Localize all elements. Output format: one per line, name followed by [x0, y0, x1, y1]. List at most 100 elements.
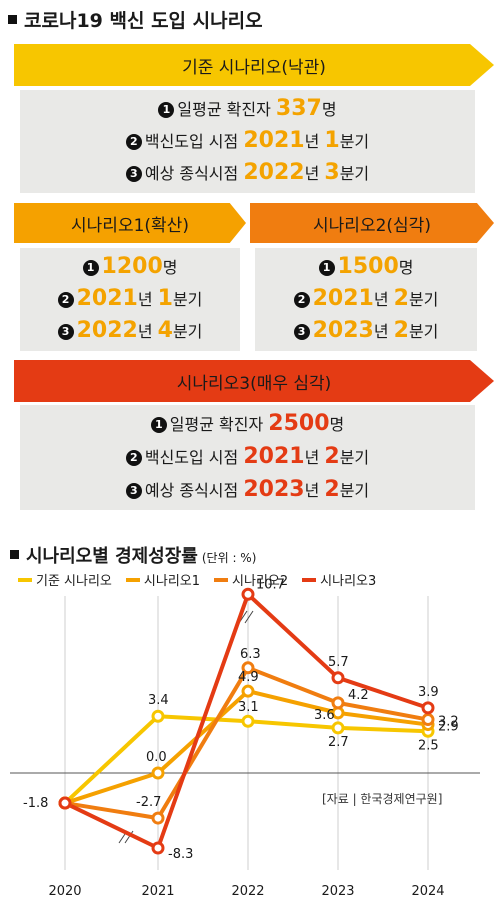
number-1-icon: 1 — [150, 417, 167, 433]
x-tick-label-2023: 2023 — [321, 884, 354, 899]
scenario2-label: 시나리오2(심각) — [313, 215, 431, 236]
value-label-2021: -8.3 — [168, 847, 193, 862]
s1-item-end-time: 3 2022년 4분기 — [20, 318, 240, 343]
daily-cases-value: 2500 — [268, 411, 330, 436]
value-label-2020: -1.8 — [23, 796, 48, 811]
legend-item-s1: 시나리오1 — [125, 570, 200, 589]
value-label-2024: 3.9 — [418, 685, 439, 700]
unit-label: 년 — [373, 322, 394, 341]
unit-label: 분기 — [339, 481, 370, 500]
chart-title: 시나리오별 경제성장률 (단위 : %) — [10, 542, 256, 568]
axis-break-mark — [244, 610, 254, 624]
item-label: 예상 종식시점 — [144, 164, 244, 183]
scenario3-banner: 시나리오3(매우 심각) — [14, 360, 494, 402]
data-point-2-2022 — [241, 661, 255, 675]
number-3-icon: 3 — [125, 483, 142, 499]
value-label-2021: 3.4 — [148, 693, 169, 708]
unit-label: 분기 — [172, 322, 203, 341]
year-value: 2022 — [76, 318, 138, 343]
value-label-2022: 3.1 — [238, 700, 259, 715]
scenario1-label: 시나리오1(확산) — [71, 215, 189, 236]
unit-label: 명 — [162, 258, 178, 277]
year-value: 2023 — [312, 318, 374, 343]
value-label-2024: 3.2 — [438, 715, 459, 730]
x-tick-label-2020: 2020 — [48, 884, 81, 899]
item-label: 일평균 확진자 — [169, 415, 269, 434]
data-point-0-2022 — [241, 714, 255, 728]
year-value: 2021 — [243, 128, 305, 153]
unit-label: 년 — [373, 290, 394, 309]
data-point-3-2020 — [58, 796, 72, 810]
s1-item-daily-cases: 1 1200명 — [20, 254, 240, 279]
legend-swatch — [125, 577, 140, 582]
data-point-3-2021 — [151, 841, 165, 855]
unit-label: 명 — [321, 100, 337, 119]
chart-legend: 기준 시나리오 시나리오1 시나리오2 시나리오3 — [18, 570, 376, 589]
quarter-value: 2 — [324, 444, 340, 469]
year-value: 2023 — [243, 477, 305, 502]
daily-cases-value: 1500 — [337, 254, 399, 279]
unit-label: 년 — [304, 448, 325, 467]
legend-item-s2: 시나리오2 — [214, 570, 288, 589]
value-label-2024: 2.5 — [418, 738, 439, 753]
value-label-2021: -2.7 — [136, 795, 161, 810]
quarter-value: 2 — [324, 477, 340, 502]
s3-item-daily-cases: 1 일평균 확진자 2500명 — [20, 411, 475, 436]
data-point-3-2024 — [421, 701, 435, 715]
year-value: 2021 — [76, 286, 138, 311]
value-label-2023: 2.7 — [328, 735, 349, 750]
value-label-2024: 2.9 — [438, 720, 459, 735]
bullet-square-icon — [8, 15, 17, 24]
x-tick-label-2021: 2021 — [141, 884, 174, 899]
s2-item-vaccine-start: 2 2021년 2분기 — [255, 286, 477, 311]
base-item-vaccine-start: 2 백신도입 시점 2021년 1분기 — [20, 128, 475, 153]
legend-swatch — [302, 577, 317, 582]
data-point-0-2021 — [151, 709, 165, 723]
unit-label: 년 — [137, 290, 158, 309]
quarter-value: 1 — [157, 286, 173, 311]
legend-label: 시나리오2 — [232, 574, 289, 589]
chart-title-text: 시나리오별 경제성장률 — [26, 546, 198, 567]
legend-item-base: 기준 시나리오 — [18, 570, 112, 589]
bullet-square-icon — [10, 550, 19, 559]
number-1-icon: 1 — [82, 260, 99, 276]
value-label-2023: 4.2 — [348, 688, 369, 703]
legend-label: 기준 시나리오 — [36, 574, 112, 589]
number-1-icon: 1 — [158, 102, 175, 118]
daily-cases-value: 1200 — [101, 254, 163, 279]
data-point-0-2023 — [331, 721, 345, 735]
quarter-value: 3 — [324, 160, 340, 185]
unit-label: 년 — [304, 132, 325, 151]
scenario1-panel: 1 1200명 2 2021년 1분기 3 2022년 4분기 — [20, 248, 240, 351]
legend-swatch — [18, 577, 32, 582]
unit-label: 명 — [398, 258, 414, 277]
data-point-2-2021 — [151, 811, 165, 825]
scenario3-label: 시나리오3(매우 심각) — [176, 373, 332, 394]
axis-break-mark — [124, 830, 134, 844]
quarter-value: 1 — [324, 128, 340, 153]
number-2-icon: 2 — [57, 292, 74, 308]
data-point-3-2022 — [241, 587, 255, 601]
base-item-end-time: 3 예상 종식시점 2022년 3분기 — [20, 160, 475, 185]
unit-label: 분기 — [339, 448, 370, 467]
base-scenario-label: 기준 시나리오(낙관) — [182, 57, 326, 78]
value-label-2023: 5.7 — [328, 655, 349, 670]
data-point-1-2021 — [151, 766, 165, 780]
number-2-icon: 2 — [125, 134, 142, 150]
s2-item-end-time: 3 2023년 2분기 — [255, 318, 477, 343]
legend-swatch — [214, 577, 229, 582]
unit-label: 년 — [304, 164, 325, 183]
year-value: 2022 — [243, 160, 305, 185]
legend-item-s3: 시나리오3 — [302, 570, 376, 589]
value-label-2022: 10.7 — [256, 577, 285, 592]
unit-label: 분기 — [339, 132, 370, 151]
number-2-icon: 2 — [293, 292, 310, 308]
base-scenario-banner: 기준 시나리오(낙관) — [14, 44, 494, 86]
item-label: 백신도입 시점 — [144, 132, 244, 151]
number-2-icon: 2 — [125, 450, 142, 466]
scenario1-banner: 시나리오1(확산) — [14, 203, 246, 243]
page-title: 코로나19 백신 도입 시나리오 — [8, 6, 263, 33]
chart-unit: (단위 : %) — [201, 551, 257, 565]
unit-label: 분기 — [172, 290, 203, 309]
value-label-2023: 3.6 — [314, 708, 335, 723]
